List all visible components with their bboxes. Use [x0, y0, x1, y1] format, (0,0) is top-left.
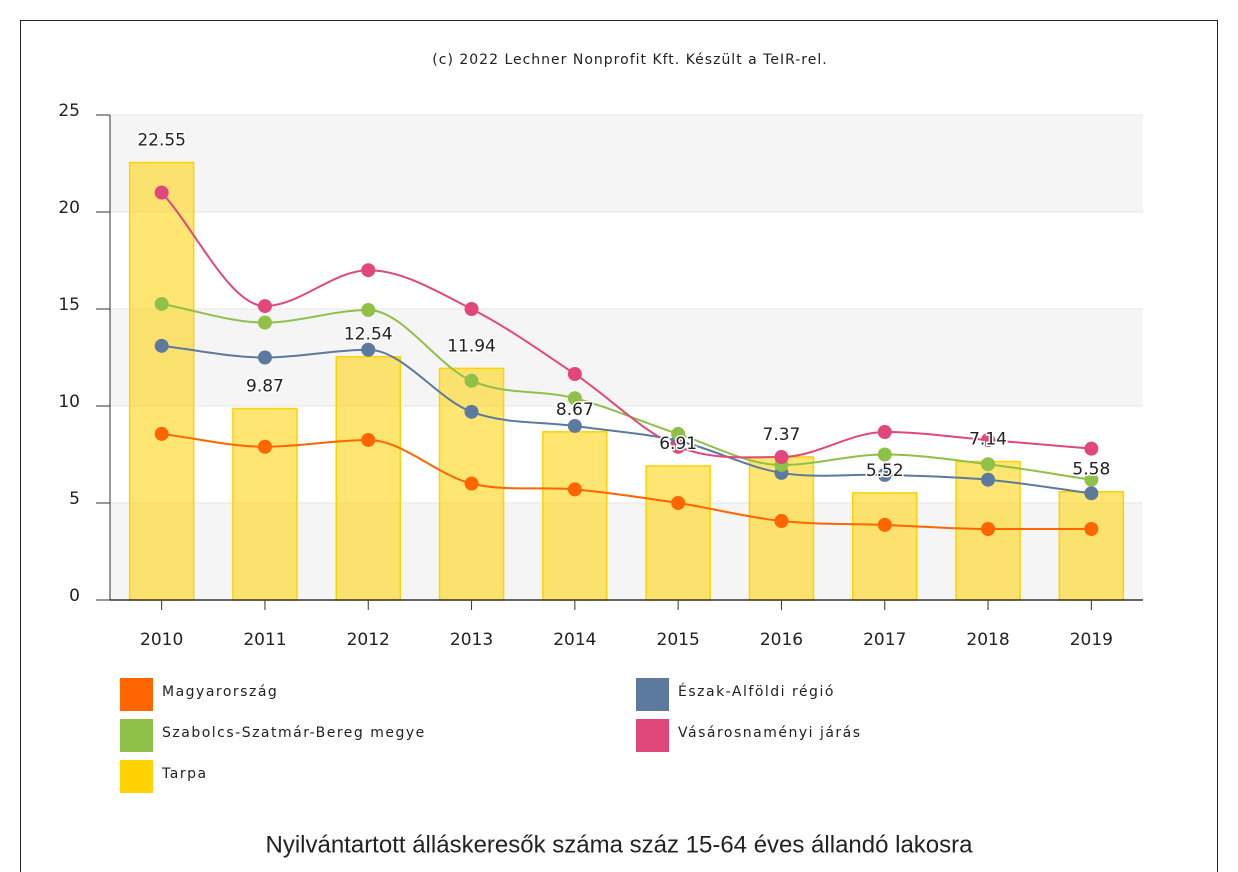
- marker: [567, 391, 582, 406]
- marker: [257, 299, 272, 314]
- marker: [1084, 472, 1099, 487]
- y-tick-label: 10: [58, 392, 80, 412]
- y-tick-label: 25: [58, 101, 80, 121]
- credits: (c) 2022 Lechner Nonprofit Kft. Készült …: [432, 52, 827, 68]
- marker: [981, 457, 996, 472]
- marker: [774, 514, 789, 529]
- marker: [877, 424, 892, 439]
- marker: [877, 467, 892, 482]
- line: [161, 432, 1092, 530]
- bar: [852, 492, 918, 601]
- x-tick-label: 2010: [140, 630, 183, 650]
- legend-label: Észak-Alföldi régió: [678, 683, 835, 700]
- data-label: 6.91: [659, 434, 697, 454]
- marker: [981, 432, 996, 447]
- x-tick-label: 2014: [553, 630, 596, 650]
- bar: [232, 407, 298, 601]
- bar: [542, 431, 608, 601]
- marker: [1084, 441, 1099, 456]
- data-label: 8.67: [556, 400, 594, 420]
- plot-band: [110, 115, 1143, 212]
- line: [161, 302, 1092, 481]
- legend-label: Szabolcs-Szatmár-Bereg megye: [162, 725, 426, 741]
- legend-swatch: [636, 678, 669, 711]
- x-tick-label: 2013: [450, 630, 493, 650]
- legend-swatch: [120, 760, 153, 793]
- y-tick-label: 20: [58, 198, 80, 218]
- marker: [567, 482, 582, 497]
- marker: [981, 521, 996, 536]
- legend-label: Magyarország: [162, 684, 278, 700]
- data-label: 22.55: [137, 131, 186, 151]
- marker: [877, 517, 892, 532]
- marker: [257, 350, 272, 365]
- x-tick-label: 2011: [243, 630, 286, 650]
- bar: [748, 456, 815, 601]
- marker: [361, 342, 376, 357]
- bar: [645, 465, 711, 601]
- data-label: 12.54: [344, 325, 393, 345]
- marker: [567, 418, 582, 433]
- bar: [335, 355, 401, 601]
- marker: [154, 426, 169, 441]
- marker: [464, 302, 479, 316]
- data-label: 7.37: [763, 425, 801, 445]
- marker: [1084, 521, 1099, 536]
- data-label: 5.58: [1072, 460, 1110, 480]
- marker: [257, 439, 272, 454]
- marker: [671, 439, 686, 454]
- marker: [877, 447, 892, 462]
- marker: [154, 296, 169, 311]
- x-tick-label: 2019: [1070, 630, 1113, 650]
- data-label: 7.14: [969, 429, 1007, 449]
- legend-label: Vásárosnaményi járás: [678, 725, 862, 741]
- line: [161, 344, 1092, 495]
- chart-title: Nyilvántartott álláskeresők száma száz 1…: [265, 831, 973, 858]
- legend-swatch: [120, 719, 153, 752]
- bar: [1058, 490, 1125, 601]
- marker: [361, 432, 376, 447]
- marker: [154, 338, 169, 353]
- bar: [128, 161, 195, 601]
- marker: [774, 450, 789, 465]
- y-tick-label: 0: [69, 586, 80, 606]
- legend-swatch: [120, 678, 153, 711]
- y-tick-label: 15: [58, 295, 80, 315]
- data-label: 5.52: [866, 461, 904, 481]
- marker: [257, 315, 272, 330]
- marker: [671, 496, 686, 510]
- x-tick-label: 2017: [863, 630, 906, 650]
- marker: [361, 263, 376, 278]
- marker: [464, 404, 479, 419]
- legend-swatch: [636, 719, 669, 752]
- marker: [1084, 486, 1099, 501]
- x-tick-label: 2012: [347, 630, 390, 650]
- marker: [361, 302, 376, 317]
- frame: [20, 20, 1218, 872]
- marker: [671, 426, 686, 441]
- x-tick-label: 2018: [966, 630, 1009, 650]
- marker: [981, 472, 996, 487]
- y-tick-label: 5: [69, 489, 80, 509]
- marker: [464, 476, 479, 491]
- marker: [567, 366, 582, 381]
- data-label: 9.87: [246, 377, 284, 397]
- data-label: 11.94: [447, 336, 496, 356]
- marker: [154, 185, 169, 200]
- x-tick-label: 2016: [760, 630, 803, 650]
- marker: [464, 373, 479, 388]
- legend-label: Tarpa: [161, 766, 208, 782]
- line: [160, 191, 1092, 459]
- x-tick-label: 2015: [657, 630, 700, 650]
